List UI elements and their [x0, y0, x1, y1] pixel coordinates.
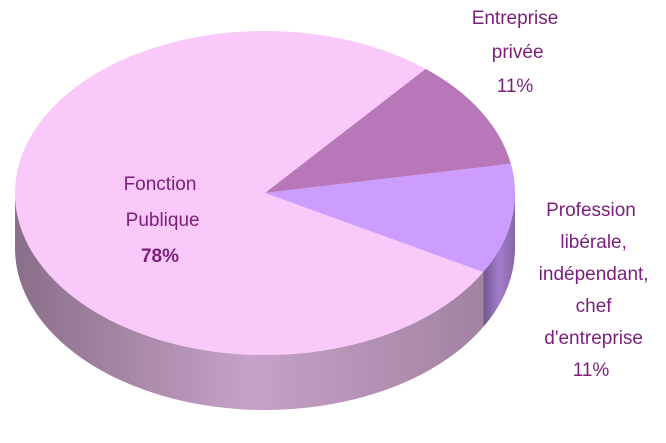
slice-side-shade: [483, 193, 515, 328]
pie-top: [15, 30, 515, 356]
category-label: Fonction Publique: [120, 174, 199, 231]
slice: [265, 68, 511, 193]
slice: [15, 30, 484, 356]
slice: [265, 163, 515, 273]
category-label: Entreprise privée: [472, 8, 559, 63]
value-label: 11%: [497, 76, 534, 97]
value-label: 11%: [573, 360, 610, 381]
pie-sides: [15, 193, 515, 411]
category-label: Profession libérale, indépendant, chef d…: [533, 200, 648, 349]
labels: Fonction Publique 78% Entreprise privée 11%…: [120, 8, 648, 381]
slice-side-shade: [15, 193, 484, 411]
value-label: 78%: [141, 246, 179, 267]
